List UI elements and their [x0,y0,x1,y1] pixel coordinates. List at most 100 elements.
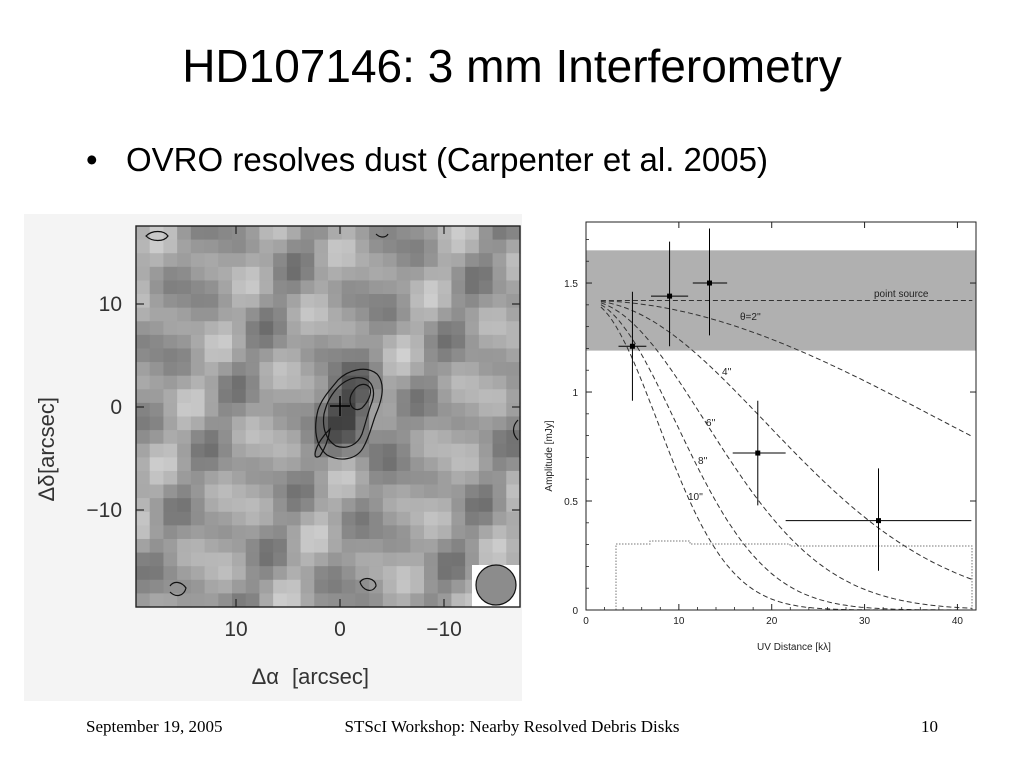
map-pixel [478,253,494,268]
map-pixel [204,334,219,350]
map-pixel [492,334,507,350]
contour-outer [314,427,331,458]
map-pixel [300,525,315,540]
map-pixel [492,416,507,431]
map-pixel [259,389,274,404]
map-pixel [300,280,315,295]
map-pixel [492,348,507,363]
map-pixel [149,443,165,458]
map-pixel [355,348,370,363]
map-pixel [451,321,466,336]
map-pixel [382,280,398,295]
map-pixel [259,430,274,445]
map-pixel [341,402,357,418]
map-pixel [300,321,315,336]
map-pixel [204,375,219,390]
map-pixel [286,538,302,554]
map-pixel [232,552,247,567]
map-pixel [204,430,219,445]
map-pixel [273,566,288,581]
map-pixel [190,552,206,567]
map-pixel [506,294,521,309]
map-pixel [382,416,398,431]
map-pixel [218,430,233,445]
map-pixel [396,484,411,499]
map-pixel [232,253,247,268]
map-pixel [492,362,507,377]
map-pixel [204,307,219,322]
map-pixel [149,362,165,377]
map-pixel [286,253,302,268]
map-pixel [218,593,233,608]
map-pixel [177,226,192,241]
map-pixel [245,430,261,445]
map-pixel [437,239,453,254]
map-pixel [136,307,151,322]
map-pixel [465,375,480,390]
map-pixel [424,321,439,336]
map-pixel [328,430,343,445]
map-pixel [190,566,206,581]
map-pixel [149,430,165,445]
contour-nw-noise [375,233,389,238]
map-pixel [218,498,233,513]
map-pixel [382,402,398,418]
map-pixel [259,470,274,486]
map-pixel [259,321,274,336]
map-pixel [300,334,315,350]
map-pixel [190,525,206,540]
map-pixel [506,470,521,486]
map-pixel [355,484,370,499]
map-pixel [232,457,247,472]
map-x-tick-label: −10 [426,618,462,641]
map-pixel [204,593,219,608]
map-pixel [314,566,329,581]
map-pixel [410,226,425,241]
map-pixel [218,348,233,363]
map-pixel [286,389,302,404]
map-pixel [355,566,370,581]
map-pixel [437,402,453,418]
map-pixel [149,334,165,350]
map-pixel [300,552,315,567]
map-pixel [136,280,151,295]
map-pixel [163,402,178,418]
map-pixel [506,538,521,554]
map-pixel [437,389,453,404]
map-pixel [465,294,480,309]
map-pixel [451,239,466,254]
map-pixel [382,470,398,486]
map-pixel [300,538,315,554]
map-pixel [451,253,466,268]
map-pixel [314,593,329,608]
map-pixel [492,552,507,567]
map-pixel [396,538,411,554]
map-pixel [369,334,384,350]
map-pixel [465,239,480,254]
map-pixel [314,484,329,499]
point-marker [667,293,673,299]
map-pixel [190,266,206,282]
map-pixel [190,443,206,458]
map-pixel [506,226,521,241]
map-pixel [177,266,192,282]
map-pixel [410,294,425,309]
map-pixel [382,484,398,499]
map-pixel [163,593,178,608]
map-ticks [136,226,520,607]
map-pixel [492,375,507,390]
map-pixel [149,484,165,499]
contour-level-1 [315,368,383,460]
model-label-8arcsec: 8'' [698,456,707,467]
map-pixel [369,484,384,499]
map-pixel [300,511,315,526]
map-pixel [369,321,384,336]
y-tick-label: 1.5 [564,279,578,290]
map-pixel [218,266,233,282]
map-pixel [245,402,261,418]
map-pixel [190,321,206,336]
map-pixel [410,239,425,254]
map-pixel [465,416,480,431]
map-pixel [232,348,247,363]
map-pixel [204,443,219,458]
